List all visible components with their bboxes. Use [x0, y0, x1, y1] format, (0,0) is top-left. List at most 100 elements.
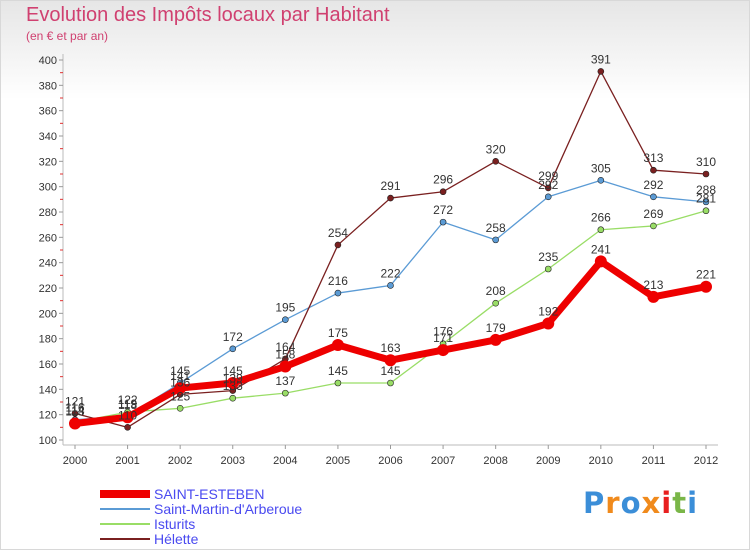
data-point: [650, 166, 657, 174]
brand-letter: i: [687, 486, 699, 520]
data-label: 179: [486, 321, 506, 335]
data-label: 272: [433, 203, 453, 217]
data-label: 222: [380, 266, 400, 280]
data-point: [700, 280, 712, 293]
legend-label: Saint-Martin-d'Arberoue: [154, 500, 303, 517]
data-point: [174, 382, 187, 395]
legend-swatch: [100, 522, 150, 525]
data-label: 313: [643, 151, 663, 165]
data-point: [387, 282, 394, 289]
data-point: [439, 188, 447, 196]
data-label: 125: [170, 389, 190, 403]
x-tick-label: 2011: [642, 455, 666, 467]
brand-letter: t: [672, 486, 688, 520]
legend-item: Hélette: [100, 530, 302, 547]
data-label: 292: [538, 178, 558, 192]
y-tick-label: 280: [39, 207, 57, 219]
data-label: 145: [170, 364, 190, 378]
data-label: 192: [538, 304, 558, 318]
data-label: 258: [486, 221, 506, 235]
y-tick-label: 320: [39, 156, 57, 168]
data-label: 119: [118, 397, 137, 411]
data-point: [492, 299, 499, 307]
y-tick-label: 380: [39, 80, 57, 92]
data-label: 310: [696, 155, 716, 169]
data-label: 208: [486, 284, 506, 298]
data-point: [650, 222, 657, 230]
x-tick-label: 2003: [221, 455, 245, 467]
legend: SAINT-ESTEBEN Saint-Martin-d'Arberoue Istu…: [100, 486, 303, 547]
data-point: [437, 344, 450, 357]
data-label: 136: [170, 375, 190, 389]
data-label: 171: [433, 331, 453, 345]
data-label: 266: [591, 211, 611, 225]
data-point: [439, 218, 447, 226]
x-tick-label: 2005: [326, 455, 350, 467]
brand-letter: x: [641, 486, 662, 520]
data-point: [702, 170, 710, 178]
data-point: [282, 316, 289, 323]
data-point: [279, 360, 292, 373]
x-tick-label: 2007: [431, 455, 455, 467]
data-label: 320: [486, 142, 506, 156]
legend-label: Isturits: [154, 515, 196, 532]
brand-letter: i: [661, 486, 673, 520]
data-point: [650, 193, 657, 201]
data-label: 292: [643, 178, 663, 192]
data-point: [492, 158, 499, 165]
y-tick-label: 200: [39, 308, 57, 320]
y-tick-label: 140: [39, 384, 57, 396]
data-point: [597, 177, 605, 184]
data-label: 291: [380, 179, 400, 193]
data-point: [334, 379, 342, 387]
y-tick-label: 300: [39, 182, 57, 194]
data-point: [489, 333, 502, 346]
y-tick-label: 240: [39, 258, 57, 270]
x-tick-label: 2001: [115, 455, 139, 467]
y-tick-label: 180: [39, 334, 57, 346]
data-label: 281: [696, 192, 716, 206]
data-point: [594, 255, 607, 268]
data-label: 235: [538, 250, 558, 264]
legend-label: Hélette: [154, 530, 199, 547]
data-label: 176: [433, 325, 453, 339]
data-label: 299: [538, 169, 558, 183]
data-label: 145: [328, 364, 348, 378]
data-label: 158: [275, 348, 295, 362]
brand-logo: Proxiti: [583, 486, 698, 520]
data-label: 269: [643, 207, 663, 221]
x-tick-label: 2010: [589, 455, 613, 467]
data-point: [334, 241, 342, 249]
data-label: 213: [643, 278, 663, 292]
data-point: [492, 236, 499, 244]
data-point: [702, 207, 710, 215]
y-tick-label: 340: [39, 131, 57, 143]
data-label: 163: [380, 341, 400, 355]
chart-subtitle: (en € et par an): [26, 29, 109, 43]
x-tick-label: 2006: [378, 455, 402, 467]
data-point: [334, 289, 342, 297]
legend-swatch: [100, 537, 150, 540]
data-label: 221: [696, 268, 716, 282]
data-label: 110: [118, 408, 137, 422]
data-label: 114: [65, 403, 84, 417]
legend-item: SAINT-ESTEBEN: [100, 486, 302, 502]
data-point: [544, 265, 552, 273]
data-point: [71, 410, 79, 417]
data-point: [124, 424, 131, 431]
data-label: 113: [65, 405, 84, 419]
x-tick-label: 2004: [273, 455, 297, 467]
data-point: [597, 68, 605, 75]
data-label: 288: [696, 183, 716, 197]
y-tick-label: 400: [39, 55, 57, 67]
brand-letter: r: [605, 486, 621, 520]
data-label: 172: [223, 330, 243, 344]
data-label: 145: [380, 364, 400, 378]
data-label: 391: [591, 52, 611, 66]
data-label: 133: [223, 379, 243, 393]
data-point: [229, 345, 237, 353]
data-label: 116: [65, 401, 84, 415]
data-label: 139: [223, 372, 243, 386]
data-label: 141: [170, 369, 190, 383]
x-tick-label: 2009: [536, 455, 560, 467]
